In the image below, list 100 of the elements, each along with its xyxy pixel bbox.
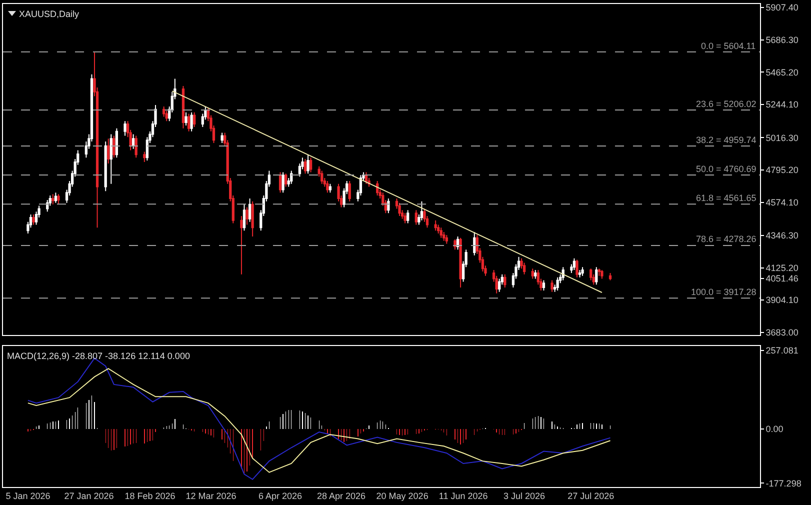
candlestick (184, 112, 188, 126)
x-tick-label: 11 Jun 2026 (438, 490, 488, 501)
y-tick-label: 5465.20 (766, 67, 798, 78)
x-tick-label: 27 Jan 2026 (64, 490, 114, 501)
candlestick (32, 214, 35, 226)
candlestick (404, 212, 406, 224)
ref-line-label: 50.0 = 4760.69 (696, 164, 756, 174)
candlestick (278, 172, 282, 194)
x-tick-label: 6 Apr 2026 (258, 490, 302, 501)
text: MACD(12,26,9) -28.807 -38.126 12.114 0.000 (7, 351, 190, 361)
candlestick (251, 200, 254, 237)
y-tick-label: 4795.20 (766, 165, 798, 176)
candlestick (581, 266, 584, 276)
ref-line-label: 100.0 = 3917.28 (691, 287, 756, 297)
candlestick (572, 258, 576, 271)
candlestick (284, 173, 288, 188)
candlestick (132, 134, 135, 150)
candlestick (110, 134, 112, 184)
candlestick (600, 270, 604, 280)
candlestick (531, 268, 534, 280)
candlestick (387, 198, 390, 214)
x-tick-label: 18 Feb 2026 (124, 490, 176, 501)
candlestick (248, 198, 252, 222)
ref-line-label: 23.6 = 5206.02 (696, 99, 756, 109)
candlestick (240, 216, 243, 275)
candlestick (348, 180, 351, 202)
candlestick (473, 232, 476, 256)
candlestick (309, 157, 312, 173)
x-tick-label: 12 Mar 2026 (186, 490, 236, 501)
candlestick (442, 232, 446, 242)
candlestick (282, 172, 284, 194)
candlestick (220, 132, 224, 144)
candlestick (246, 206, 248, 226)
candlestick (556, 276, 559, 291)
candlestick (107, 138, 110, 164)
y-tick-label: 257.081 (766, 346, 798, 356)
candlestick (434, 220, 437, 232)
candlestick (104, 141, 107, 192)
candlestick (57, 194, 60, 205)
candlestick (115, 128, 118, 158)
candlestick (608, 272, 612, 281)
candlestick (165, 110, 168, 122)
y-tick-label: -177.298 (766, 478, 802, 488)
ref-line-label: 61.8 = 4561.65 (696, 193, 756, 203)
text: XAUUSD,Daily (19, 9, 80, 19)
candlestick (182, 86, 185, 129)
candlestick (522, 262, 526, 275)
candlestick (576, 259, 578, 278)
candlestick (304, 158, 307, 174)
candlestick (406, 210, 410, 224)
candlestick (193, 112, 196, 128)
candlestick (550, 280, 554, 292)
candlestick (440, 227, 442, 238)
candlestick (162, 106, 166, 118)
candlestick (414, 210, 418, 226)
y-tick-label: 5907.40 (766, 2, 798, 13)
candlestick (459, 237, 462, 288)
x-tick-label: 5 Jan 2026 (6, 490, 50, 501)
y-tick-label: 3683.00 (766, 328, 798, 338)
candlestick (124, 120, 126, 136)
candlestick (456, 236, 460, 250)
candlestick (187, 113, 190, 132)
y-tick-label: 5686.30 (766, 35, 798, 46)
x-tick-label: 27 Jul 2026 (568, 490, 614, 501)
candlestick (437, 224, 440, 234)
candlestick (376, 180, 379, 196)
y-tick-label: 0.00 (766, 424, 784, 434)
y-tick-label: 5244.10 (766, 100, 798, 110)
candlestick (326, 180, 329, 194)
candlestick (52, 194, 54, 205)
candlestick (112, 135, 116, 158)
candlestick (190, 112, 193, 132)
candlestick (578, 270, 582, 278)
candlestick (54, 192, 58, 204)
candlestick (320, 170, 324, 184)
candlestick (328, 183, 332, 194)
candlestick (134, 135, 138, 158)
candlestick (143, 151, 146, 162)
x-tick-label: 3 Jul 2026 (504, 490, 546, 501)
y-tick-label: 4051.46 (766, 274, 798, 284)
candlestick (242, 204, 246, 232)
y-tick-label: 5016.30 (766, 132, 798, 143)
candlestick (590, 268, 592, 281)
candlestick (598, 268, 600, 276)
candlestick (595, 266, 598, 286)
x-tick-label: 20 May 2026 (376, 490, 428, 501)
candlestick (46, 199, 49, 212)
candlestick (498, 278, 501, 292)
y-tick-label: 3904.10 (766, 295, 798, 306)
candlestick (420, 200, 424, 221)
candlestick (398, 202, 401, 216)
candlestick (445, 234, 448, 244)
y-tick-label: 4574.10 (766, 197, 798, 208)
ref-line-label: 78.6 = 4278.26 (696, 234, 756, 244)
ref-line-label: 0.0 = 5604.11 (701, 41, 756, 51)
candlestick (534, 270, 537, 280)
x-tick-label: 28 Apr 2026 (317, 490, 366, 501)
y-tick-label: 4125.20 (766, 262, 798, 273)
candlestick (542, 280, 546, 291)
y-tick-label: 4346.30 (766, 230, 798, 241)
